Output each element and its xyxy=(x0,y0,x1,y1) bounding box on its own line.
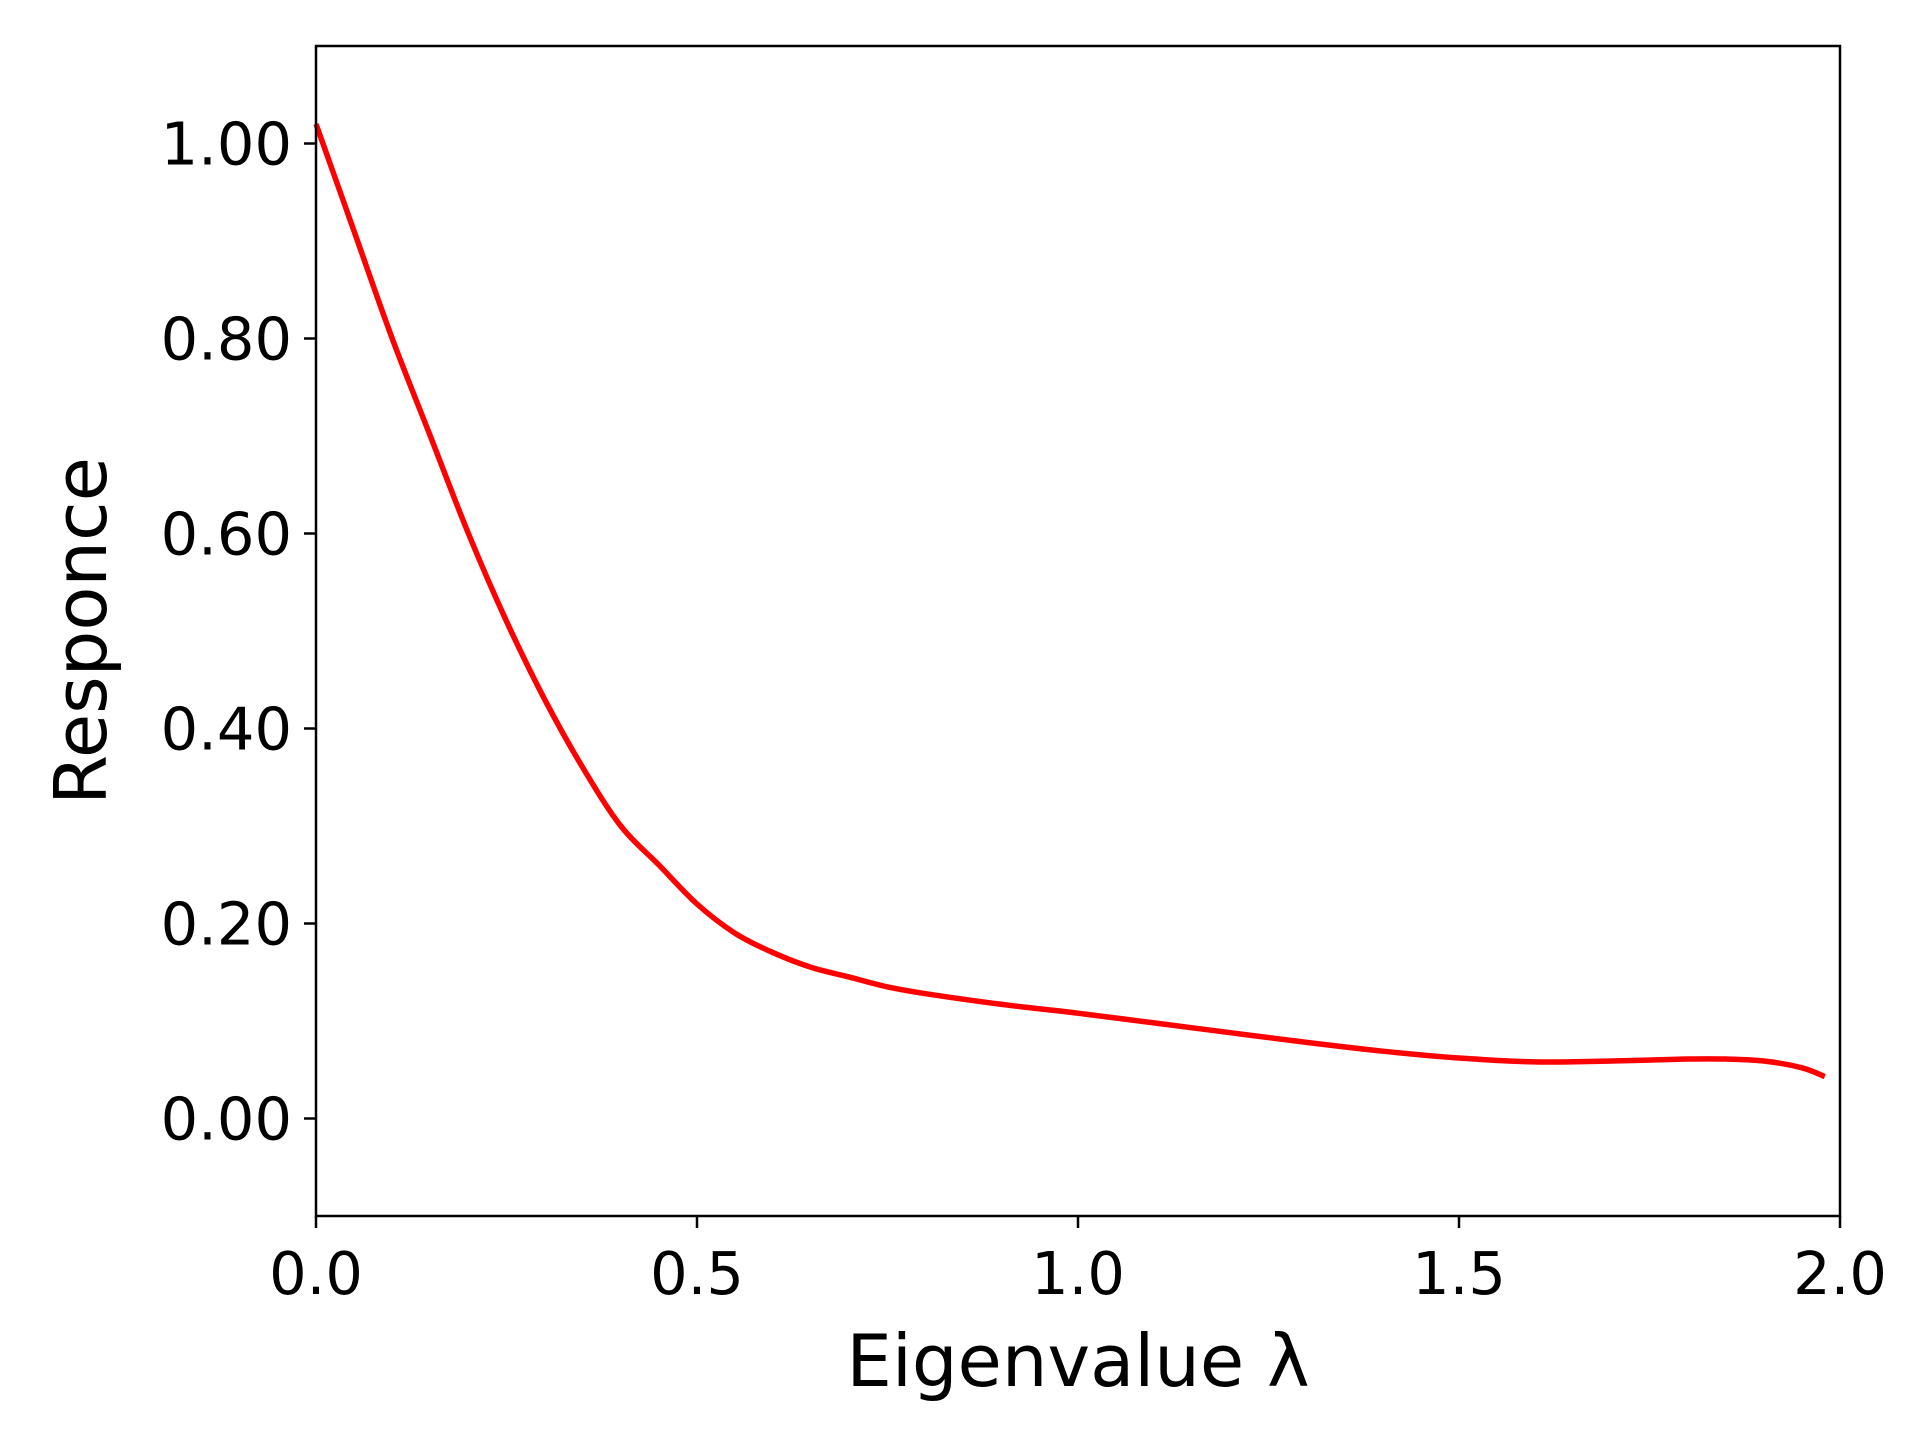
x-axis-label: Eigenvalue λ xyxy=(846,1319,1309,1403)
y-axis-ticks: 0.00 0.20 0.40 0.60 0.80 1.00 xyxy=(161,110,316,1154)
plot-area xyxy=(316,46,1840,1216)
response-curve-line xyxy=(313,123,1826,1080)
x-tick-label: 2.0 xyxy=(1793,1239,1887,1308)
x-tick-label: 0.0 xyxy=(269,1239,363,1308)
y-tick-label: 0.80 xyxy=(161,305,292,374)
y-tick-label: 0.60 xyxy=(161,500,292,569)
y-tick-label: 0.00 xyxy=(161,1085,292,1154)
y-tick-label: 0.40 xyxy=(161,695,292,764)
data-layer xyxy=(313,123,1826,1080)
y-axis-label: Responce xyxy=(39,457,123,805)
x-tick-label: 1.5 xyxy=(1412,1239,1506,1308)
plot-frame xyxy=(314,44,1842,1218)
x-axis-ticks: 0.0 0.5 1.0 1.5 2.0 xyxy=(269,1216,1887,1308)
y-tick-label: 0.20 xyxy=(161,890,292,959)
x-tick-label: 1.0 xyxy=(1031,1239,1125,1308)
y-tick-label: 1.00 xyxy=(161,110,292,179)
x-tick-label: 0.5 xyxy=(650,1239,744,1308)
